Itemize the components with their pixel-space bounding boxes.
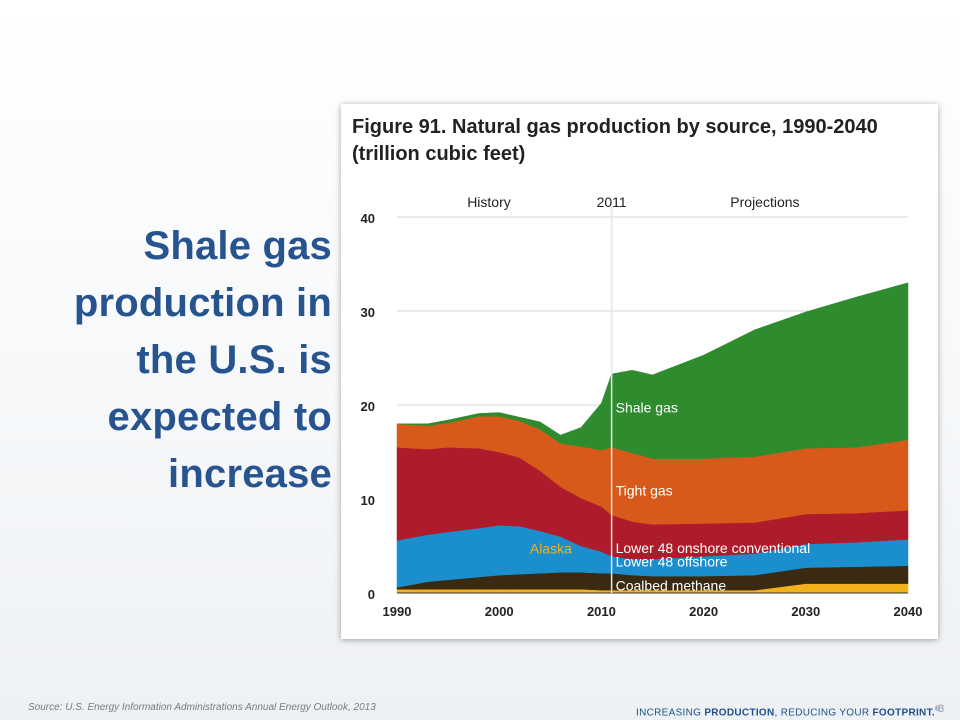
tagline-text-4: FOOTPRINT.: [872, 707, 935, 719]
brand-tagline: INCREASING PRODUCTION, REDUCING YOUR FOO…: [636, 706, 940, 718]
area-shale-gas: [396, 282, 909, 459]
source-note: Source: U.S. Energy Information Administ…: [28, 702, 376, 713]
figure-panel: Figure 91. Natural gas production by sou…: [341, 104, 938, 639]
x-tick-label: 2000: [485, 604, 514, 619]
tagline-text-2: PRODUCTION: [704, 707, 775, 719]
x-tick-label: 2030: [791, 604, 820, 619]
divider-label: 2011: [597, 194, 627, 210]
series-label-lower-48-offshore: Lower 48 offshore: [616, 554, 728, 570]
projections-label: Projections: [730, 194, 799, 210]
series-label-alaska: Alaska: [530, 541, 572, 557]
x-tick-label: 2010: [587, 604, 616, 619]
series-label-coalbed-methane: Coalbed methane: [616, 578, 727, 594]
series-label-tight-gas: Tight gas: [616, 483, 673, 499]
y-tick-label: 40: [361, 211, 375, 226]
y-tick-label: 0: [368, 587, 375, 602]
tagline-registered-mark: ®: [934, 706, 941, 713]
tagline-text-3: , REDUCING YOUR: [774, 707, 873, 719]
page-number: 3: [938, 703, 945, 715]
y-tick-label: 30: [361, 305, 375, 320]
x-tick-label: 2040: [894, 604, 923, 619]
x-tick-label: 2020: [689, 604, 718, 619]
y-tick-label: 20: [361, 399, 375, 414]
tagline-text-1: INCREASING: [636, 707, 705, 719]
series-label-lower-48-onshore-conventional: Lower 48 onshore conventional: [616, 540, 811, 556]
chart-title: Figure 91. Natural gas production by sou…: [352, 116, 878, 165]
y-tick-label: 10: [361, 493, 375, 508]
series-label-shale-gas: Shale gas: [616, 399, 678, 415]
x-tick-label: 1990: [383, 604, 412, 619]
history-label: History: [467, 194, 511, 210]
slide-title: Shale gas production in the U.S. is expe…: [73, 224, 332, 496]
